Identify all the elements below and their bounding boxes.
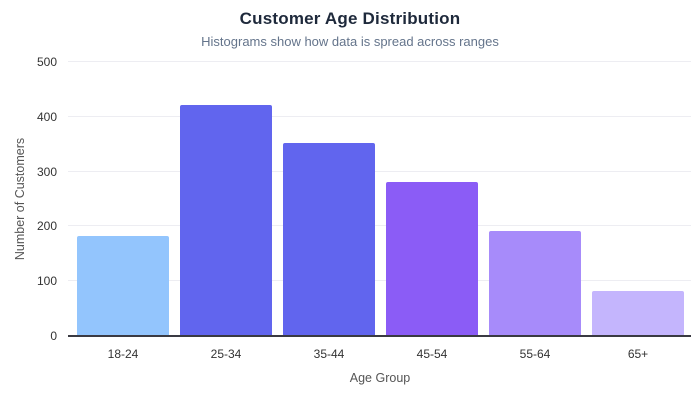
gridline-y-100 (68, 280, 691, 282)
bar-18-24 (77, 236, 169, 335)
gridline-y-500 (68, 61, 691, 62)
x-tick-label: 25-34 (210, 347, 242, 361)
gridline-y-300 (68, 170, 691, 172)
y-tick-label: 500 (36, 55, 57, 69)
y-tick-label: 400 (36, 109, 57, 124)
x-tick-label: 35-44 (313, 347, 345, 361)
x-axis-line (68, 335, 691, 337)
x-tick-label: 65+ (627, 347, 649, 361)
y-tick-label: 300 (36, 164, 57, 179)
y-tick-label: 200 (36, 219, 57, 234)
bar-45-54 (386, 181, 478, 335)
bar-55-64 (489, 230, 581, 335)
bar-65+ (592, 291, 684, 335)
y-tick-label: 0 (50, 329, 57, 343)
x-tick-label: 45-54 (416, 347, 448, 361)
gridline-y-200 (68, 225, 691, 227)
chart-title: Customer Age Distribution (239, 9, 461, 28)
y-axis-title: Number of Customers (13, 137, 27, 261)
bar-35-44 (283, 143, 375, 335)
bar-25-34 (180, 104, 272, 335)
chart-subtitle: Histograms show how data is spread acros… (201, 34, 499, 49)
x-axis-title: Age Group (349, 371, 411, 385)
plot-area (68, 61, 691, 337)
x-tick-label: 18-24 (107, 347, 139, 361)
gridline-y-400 (68, 115, 691, 117)
x-tick-label: 55-64 (519, 347, 551, 361)
y-tick-label: 100 (36, 274, 57, 289)
